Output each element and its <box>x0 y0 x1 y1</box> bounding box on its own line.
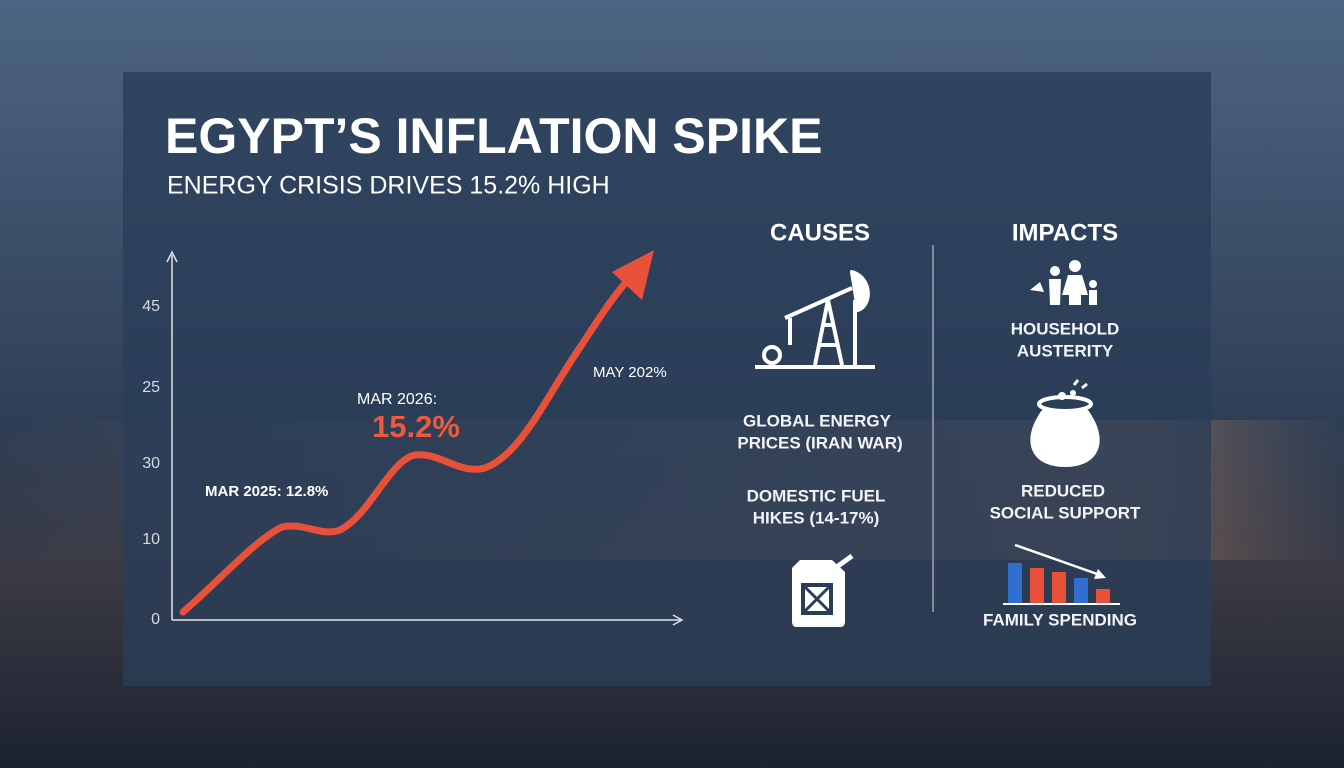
trend-line <box>179 276 632 616</box>
cause-label: DOMESTIC FUEL <box>747 486 886 505</box>
fuel-can-icon <box>792 553 854 627</box>
y-axis-label: 30 <box>142 455 160 472</box>
annotation: MAR 2026: <box>357 391 437 408</box>
cause-label: HIKES (14-17%) <box>753 508 880 527</box>
subtitle: ENERGY CRISIS DRIVES 15.2% HIGH <box>167 172 610 200</box>
family-icon <box>1030 260 1097 305</box>
purse-icon <box>1030 379 1100 467</box>
causes-heading: CAUSES <box>770 219 870 246</box>
impacts-heading: IMPACTS <box>1012 219 1118 246</box>
cause-label: GLOBAL ENERGY <box>743 411 892 430</box>
y-axis-label: 10 <box>142 531 160 548</box>
title: EGYPT’S INFLATION SPIKE <box>165 108 822 164</box>
annotation: MAR 2025: 12.8% <box>205 483 328 500</box>
annotation-highlight: 15.2% <box>372 409 460 444</box>
trend-arrowhead <box>612 250 654 300</box>
impact-label: REDUCED <box>1021 481 1105 500</box>
panel <box>123 72 1211 686</box>
y-axis-label: 45 <box>142 298 160 315</box>
y-axis-label: 0 <box>151 611 160 628</box>
annotation: MAY 202% <box>593 364 667 381</box>
cause-label: PRICES (IRAN WAR) <box>737 433 902 452</box>
impact-label: HOUSEHOLD <box>1011 319 1120 338</box>
oil-pump-icon <box>755 270 875 369</box>
axes <box>166 250 684 626</box>
spending-bars-icon <box>1003 543 1120 605</box>
impact-label: SOCIAL SUPPORT <box>990 503 1141 522</box>
y-axis-label: 25 <box>142 379 160 396</box>
impact-label: AUSTERITY <box>1017 341 1114 360</box>
impact-label: FAMILY SPENDING <box>983 610 1137 629</box>
